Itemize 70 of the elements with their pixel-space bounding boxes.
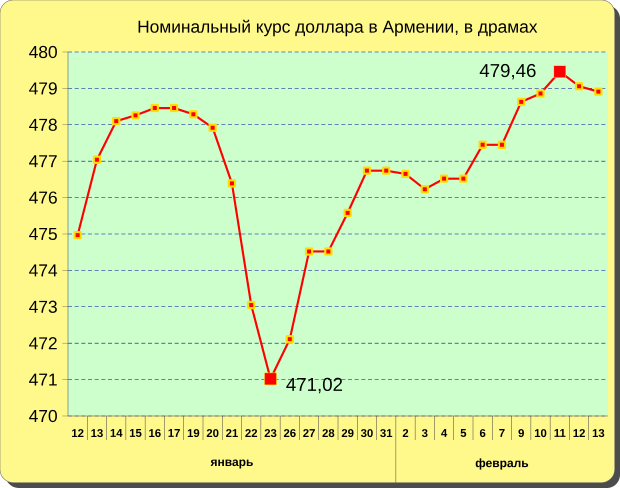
point (189, 110, 198, 118)
y-tick-label: 476 (29, 191, 57, 204)
x-tick-label: 3 (422, 429, 428, 438)
x-tick-label: 12 (573, 429, 585, 437)
chart-title: Номинальный курс доллара в Армении, в драмах (138, 20, 538, 36)
x-tick-label: 10 (534, 429, 546, 438)
text: январь (210, 459, 253, 468)
y-tick-label: 472 (29, 337, 57, 350)
data-label: 471,02 (286, 378, 342, 394)
x-tick-label: 21 (226, 429, 238, 437)
point (228, 179, 236, 188)
point (594, 88, 602, 96)
x-tick-label: 6 (480, 429, 486, 438)
x-tick-label: 13 (91, 429, 103, 438)
point (478, 140, 487, 149)
y-tick-label: 480 (29, 46, 57, 58)
x-tick-label: 7 (499, 429, 505, 437)
y-tick-label: 479 (29, 82, 57, 95)
x-tick-label: 31 (380, 429, 392, 438)
x-tick-label: 2 (402, 429, 408, 437)
x-tick-label: 22 (245, 429, 258, 437)
x-tick-label: 28 (322, 429, 334, 438)
x-tick-label: 11 (554, 429, 566, 437)
point (92, 156, 102, 164)
x-tick-label: 20 (206, 429, 218, 438)
point (401, 170, 410, 178)
point (498, 140, 506, 149)
text: февраль (476, 458, 528, 470)
x-tick-label: 19 (188, 429, 200, 438)
y-tick-label: 470 (29, 410, 57, 422)
point (517, 98, 526, 106)
x-tick-label: 13 (592, 429, 604, 438)
x-tick-label: 29 (342, 429, 354, 438)
x-tick-label: 17 (168, 429, 180, 437)
point (112, 117, 120, 126)
point (150, 104, 159, 112)
x-tick-label: 5 (460, 429, 466, 437)
point (344, 208, 352, 218)
y-tick-label: 473 (29, 300, 57, 313)
data-label: 479,46 (480, 64, 536, 80)
point (362, 166, 372, 175)
x-tick-label: 15 (130, 429, 142, 437)
x-tick-label: 12 (72, 429, 84, 437)
x-tick-label: 23 (264, 429, 276, 438)
point (382, 166, 390, 175)
x-tick-label: 14 (110, 429, 122, 437)
point (420, 185, 429, 194)
point (459, 174, 468, 183)
point (536, 89, 545, 98)
x-tick-label: 27 (303, 429, 315, 437)
y-tick-label: 475 (29, 228, 57, 240)
point (170, 104, 178, 112)
y-tick-label: 477 (29, 155, 57, 168)
y-tick-label: 478 (29, 118, 57, 131)
x-tick-label: 26 (284, 429, 296, 438)
point (574, 82, 584, 90)
point (304, 247, 314, 256)
x-tick-label: 9 (518, 429, 524, 438)
point (131, 111, 140, 120)
y-tick-label: 471 (29, 374, 57, 386)
point (74, 230, 82, 240)
point (247, 300, 256, 310)
x-tick-label: 16 (149, 429, 161, 438)
point (440, 174, 448, 183)
point (324, 247, 332, 256)
x-tick-label: 4 (441, 429, 448, 437)
y-tick-label: 474 (29, 264, 58, 276)
point (208, 124, 217, 132)
x-tick-label: 30 (360, 429, 373, 438)
point (286, 335, 294, 344)
